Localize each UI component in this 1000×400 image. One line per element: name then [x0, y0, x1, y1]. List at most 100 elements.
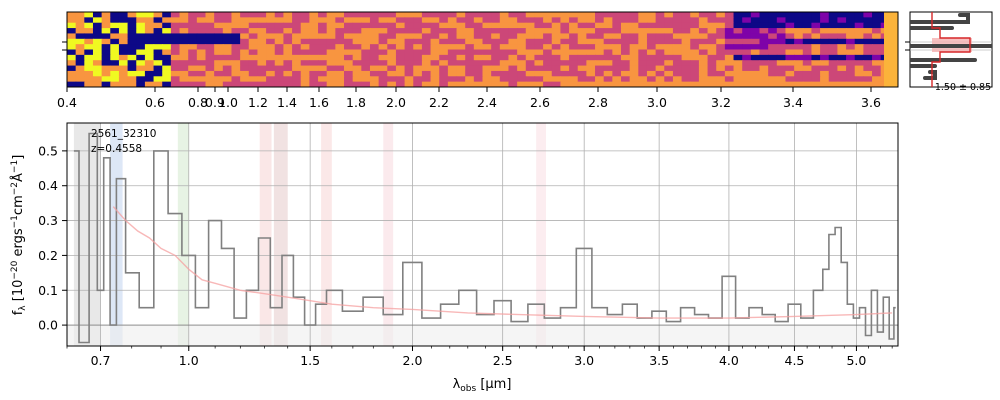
redshift-pdf-plot — [910, 12, 992, 87]
heat-cell — [499, 65, 510, 72]
heat-cell — [854, 76, 864, 83]
heat-cell — [811, 44, 821, 51]
heat-cell — [638, 54, 648, 61]
heat-cell — [84, 17, 94, 24]
line-band — [259, 123, 272, 346]
heat-cell — [776, 28, 787, 35]
heat-cell — [534, 70, 544, 77]
y-tick-label: 0.1 — [38, 283, 58, 298]
heat-cell — [170, 81, 181, 87]
heat-cell — [170, 70, 181, 77]
heat-cell — [196, 60, 207, 67]
y-tick-label: 0.5 — [38, 143, 58, 158]
x-tick-label: 0.7 — [91, 353, 111, 368]
heat-cell — [465, 65, 475, 72]
heat-cell — [84, 44, 94, 51]
heat-cell — [292, 54, 302, 61]
heat-cell — [716, 70, 726, 77]
heat-cell — [534, 60, 544, 67]
heat-cell — [612, 76, 622, 83]
heat-cell — [742, 49, 752, 56]
heat-cell — [707, 22, 717, 29]
heat-cell — [118, 81, 129, 87]
heat-cell — [543, 60, 553, 67]
heat-cell — [698, 60, 709, 67]
heat-cell — [404, 49, 414, 56]
heat-cell — [248, 54, 259, 61]
heat-cell — [257, 12, 267, 18]
heat-cell — [750, 60, 761, 67]
heat-cell — [110, 81, 120, 87]
heat-cell — [118, 65, 129, 72]
heat-cell — [101, 60, 111, 67]
heat-cell — [828, 38, 839, 45]
heat-cell — [84, 81, 94, 87]
heat-cell — [179, 60, 189, 67]
heat-cell — [794, 60, 804, 67]
heat-cell — [872, 44, 882, 51]
heat-cell — [785, 54, 795, 61]
heat-cell — [266, 60, 276, 67]
heat-cell — [369, 54, 380, 61]
heat-cell — [508, 17, 518, 24]
heat-cell — [690, 60, 700, 67]
heat-cell — [170, 33, 181, 40]
heat-cell — [283, 49, 293, 56]
heat-cell — [690, 81, 700, 87]
heat-cell — [84, 76, 94, 83]
heat-cell — [646, 70, 657, 77]
heat-cell — [646, 65, 657, 72]
heat-cell — [603, 33, 613, 40]
heat-cell — [577, 38, 587, 45]
heat-cell — [326, 38, 336, 45]
heat-cell — [672, 28, 683, 35]
heat-cell — [214, 76, 224, 83]
heat-cell — [188, 33, 198, 40]
heat-cell — [621, 28, 631, 35]
heat-cell — [655, 76, 665, 83]
heat-cell — [101, 49, 111, 56]
heat-cell — [482, 65, 492, 72]
heat-cell — [257, 70, 267, 77]
top-tick-label: 1.6 — [309, 95, 329, 110]
heat-cell — [551, 65, 562, 72]
heat-cell — [863, 54, 873, 61]
heat-cell — [750, 38, 761, 45]
heat-cell — [300, 65, 310, 72]
heat-cell — [162, 44, 172, 51]
heat-cell — [266, 22, 276, 29]
heat-cell — [872, 76, 882, 83]
heat-cell — [318, 49, 328, 56]
heat-cell — [179, 76, 189, 83]
heat-cell — [811, 49, 821, 56]
heat-cell — [846, 65, 856, 72]
object-id-label: 2561_32310 — [91, 128, 156, 140]
heat-cell — [508, 12, 518, 18]
heat-cell — [196, 12, 207, 18]
heat-cell — [750, 54, 761, 61]
heat-cell — [274, 12, 285, 18]
heat-cell — [101, 76, 111, 83]
heat-cell — [759, 54, 769, 61]
heat-cell — [144, 70, 155, 77]
heat-cell — [690, 28, 700, 35]
heat-cell — [465, 44, 475, 51]
heat-cell — [499, 33, 510, 40]
heat-cell — [768, 22, 778, 29]
heat-cell — [724, 65, 735, 72]
heat-cell — [846, 38, 856, 45]
heat-cell — [629, 12, 639, 18]
heat-cell — [534, 22, 544, 29]
heat-cell — [240, 28, 250, 35]
heat-cell — [179, 28, 189, 35]
heat-cell — [698, 76, 709, 83]
heat-cell — [508, 28, 518, 35]
heat-cell — [785, 65, 795, 72]
heat-cell — [655, 28, 665, 35]
heat-cell — [595, 70, 605, 77]
heat-cell — [646, 44, 657, 51]
heat-cell — [413, 22, 423, 29]
heat-cell — [300, 28, 310, 35]
heat-cell — [716, 65, 726, 72]
heat-cell — [92, 76, 103, 83]
